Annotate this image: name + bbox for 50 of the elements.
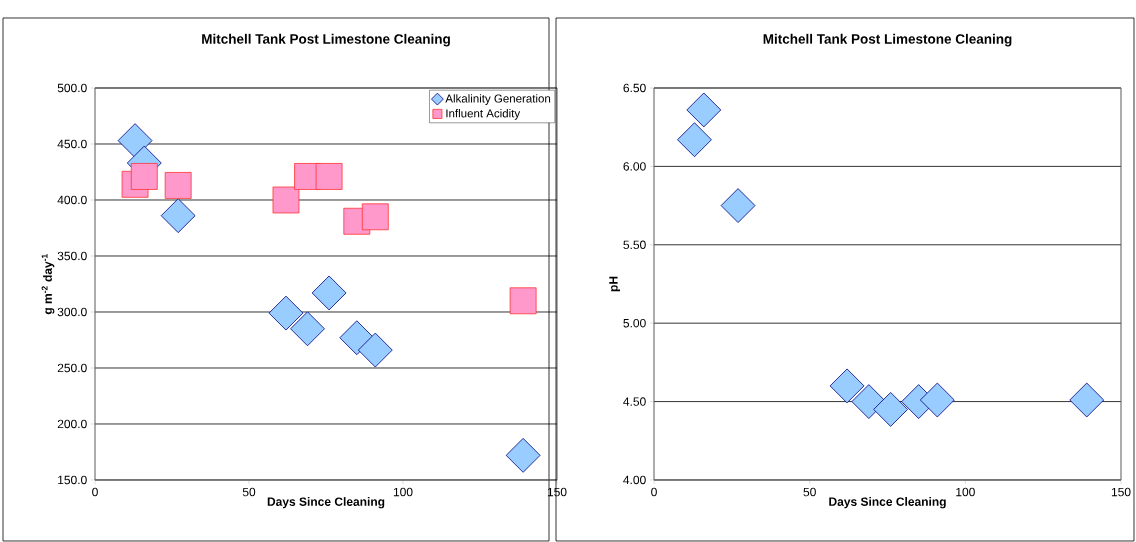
y-axis-title: g m$^{-2}$ day$^{-1}$ — [41, 254, 55, 315]
point — [357, 332, 393, 368]
x-tick-label: 0 — [651, 487, 657, 497]
x-tick-label: 100 — [956, 487, 975, 497]
y-tick-label: 250.0 — [57, 363, 87, 373]
point — [829, 368, 865, 404]
x-tick-label: 50 — [803, 487, 816, 497]
point — [290, 311, 325, 347]
chart-title: Mitchell Tank Post Limestone Cleaning — [202, 33, 450, 47]
point — [311, 275, 347, 311]
x-tick-label: 0 — [92, 487, 98, 497]
y-tick-label: 450.0 — [57, 139, 87, 149]
y-tick-label: 4.00 — [623, 475, 646, 485]
point — [919, 382, 955, 418]
point — [361, 203, 389, 231]
point — [164, 172, 192, 199]
point — [873, 392, 908, 427]
y-tick-label: 500.0 — [57, 83, 87, 93]
point — [505, 437, 541, 473]
x-axis-title: Days Since Cleaning — [829, 497, 946, 509]
x-tick-label: 50 — [242, 487, 256, 497]
y-tick-label: 4.50 — [623, 397, 646, 406]
point — [268, 295, 304, 331]
point — [720, 188, 756, 223]
legend-label: Alkalinity Generation — [445, 94, 551, 105]
point — [130, 163, 158, 190]
y-tick-label: 200.0 — [57, 419, 87, 429]
x-tick-label: 150 — [547, 487, 567, 497]
point — [1069, 382, 1105, 418]
y-tick-label: 6.50 — [623, 83, 646, 93]
y-tick-label: 400.0 — [57, 195, 87, 205]
y-tick-label: 6.00 — [623, 162, 646, 171]
point — [272, 186, 300, 214]
y-tick-label: 150.0 — [58, 475, 87, 485]
point — [677, 122, 712, 158]
y-axis-title: pH — [609, 276, 621, 292]
y-tick-label: 300.0 — [57, 307, 87, 317]
x-tick-label: 150 — [1111, 487, 1131, 497]
y-tick-label: 5.00 — [623, 318, 646, 328]
legend-label: Influent Acidity — [446, 108, 521, 120]
point — [117, 123, 153, 158]
y-tick-label: 350.0 — [57, 251, 87, 261]
point — [315, 163, 343, 190]
x-tick-label: 100 — [393, 487, 413, 497]
point — [509, 287, 537, 315]
x-axis-title: Days Since Cleaning — [267, 497, 385, 509]
point — [160, 198, 196, 234]
chart-title: Mitchell Tank Post Limestone Cleaning — [763, 33, 1012, 47]
point — [686, 92, 722, 128]
y-tick-label: 5.50 — [623, 240, 646, 250]
